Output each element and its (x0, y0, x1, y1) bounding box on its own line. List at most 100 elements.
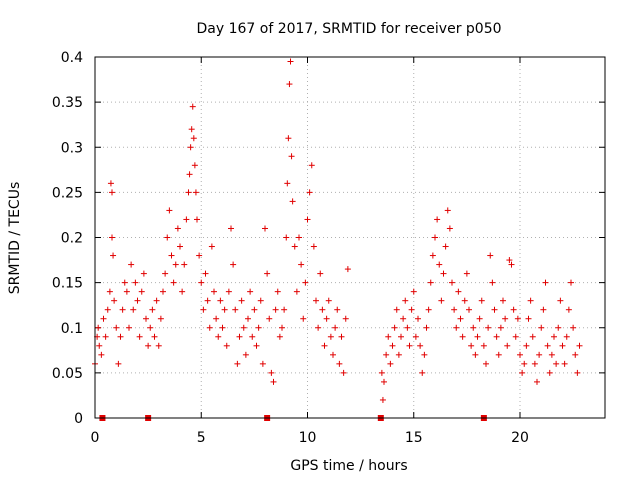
data-point (323, 315, 330, 322)
data-point (188, 126, 195, 133)
data-point (134, 297, 141, 304)
y-tick-label: 0.3 (61, 140, 83, 156)
data-point (95, 324, 102, 331)
data-point (304, 216, 311, 223)
data-point (109, 234, 115, 241)
data-point (551, 333, 557, 340)
data-point (270, 378, 277, 385)
data-point (172, 261, 179, 268)
plot-frame (94, 56, 606, 419)
data-point (189, 103, 196, 110)
data-point (115, 360, 122, 367)
data-point (140, 270, 147, 277)
data-point (291, 243, 298, 250)
x-tick-label: 5 (197, 430, 206, 446)
data-point (213, 315, 220, 322)
data-point (109, 189, 115, 196)
data-point (410, 288, 417, 295)
data-point (385, 333, 392, 340)
data-point (455, 288, 462, 295)
data-point (391, 324, 398, 331)
y-tick-label: 0.2 (61, 231, 83, 247)
data-point (266, 315, 273, 322)
data-point (330, 351, 336, 358)
data-point (563, 333, 570, 340)
data-point (453, 324, 460, 331)
y-tick-label: 0.15 (52, 276, 83, 292)
data-point (293, 288, 300, 295)
data-point (170, 279, 177, 286)
data-point (206, 324, 213, 331)
data-point (191, 162, 198, 169)
data-point (126, 324, 132, 331)
data-point (102, 333, 109, 340)
data-point (284, 180, 291, 187)
data-point (427, 279, 434, 286)
data-point (548, 351, 555, 358)
data-point (215, 333, 222, 340)
data-point (185, 189, 192, 196)
data-point (470, 324, 477, 331)
data-point (495, 351, 502, 358)
data-point (461, 297, 468, 304)
data-point (421, 351, 428, 358)
data-point (412, 333, 419, 340)
data-point (576, 342, 583, 349)
data-point (202, 270, 209, 277)
data-point (404, 324, 411, 331)
data-point (190, 135, 197, 142)
data-point (570, 324, 577, 331)
data-point (379, 396, 386, 403)
data-point (415, 315, 421, 322)
data-point (96, 342, 103, 349)
data-point (457, 315, 464, 322)
data-point (298, 261, 305, 268)
data-point (327, 333, 334, 340)
data-point (512, 333, 519, 340)
y-tick-label: 0.1 (61, 321, 83, 337)
data-point (419, 369, 426, 376)
data-point (253, 342, 260, 349)
x-axis-label: GPS time / hours (290, 458, 407, 474)
data-point (119, 306, 126, 313)
data-point (540, 306, 547, 313)
data-point (196, 252, 203, 259)
data-point (546, 369, 553, 376)
data-point (572, 351, 579, 358)
data-point (104, 306, 111, 313)
data-point (287, 58, 294, 65)
data-point (110, 252, 117, 259)
data-point (132, 279, 139, 286)
data-point (272, 306, 279, 313)
data-point (417, 342, 424, 349)
data-point (561, 360, 568, 367)
data-point (200, 306, 207, 313)
data-point (225, 288, 232, 295)
data-point (153, 297, 160, 304)
data-point (223, 342, 230, 349)
data-point (315, 324, 322, 331)
data-point (162, 270, 169, 277)
data-point (398, 333, 404, 340)
data-point (268, 369, 275, 376)
data-point (310, 243, 317, 250)
data-point (500, 297, 506, 304)
data-point (232, 306, 239, 313)
data-point (321, 342, 328, 349)
data-point (128, 261, 135, 268)
data-point (179, 288, 186, 295)
data-point (497, 324, 504, 331)
data-point (317, 270, 324, 277)
data-point (187, 144, 194, 151)
data-point (449, 279, 455, 286)
data-point (181, 261, 188, 268)
data-point (476, 315, 483, 322)
data-point (257, 297, 264, 304)
y-tick-label: 0.25 (52, 185, 83, 201)
data-point (451, 306, 458, 313)
data-point (221, 306, 228, 313)
data-point (529, 333, 536, 340)
data-point (432, 234, 438, 241)
data-point (555, 324, 562, 331)
